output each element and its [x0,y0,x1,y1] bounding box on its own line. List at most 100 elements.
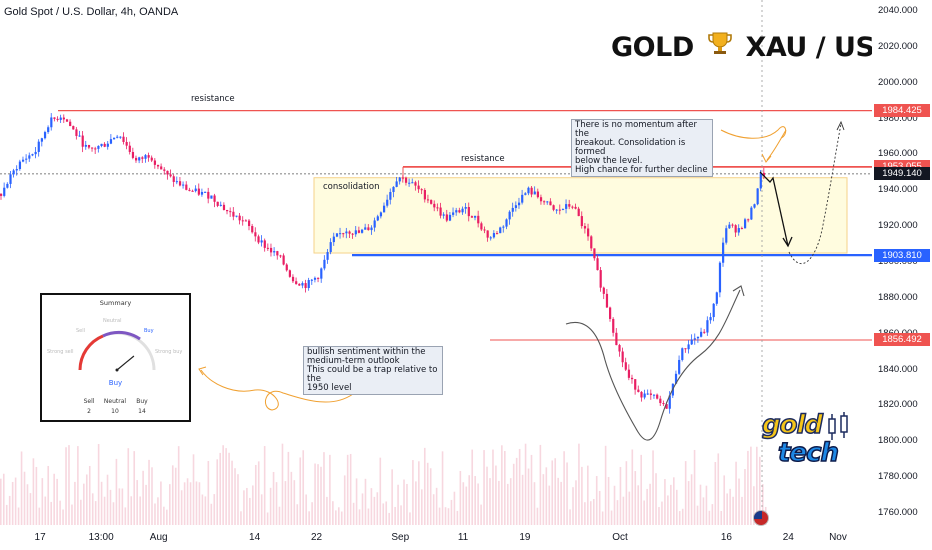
trophy-icon [707,30,733,63]
price-axis[interactable] [872,0,932,550]
volume-bar [489,478,491,525]
volume-bar [465,486,468,525]
x-tick-label: 14 [249,532,261,543]
candle-body [122,136,125,142]
candle-body [339,233,342,235]
candle-body [486,230,489,238]
candle-body [47,127,50,133]
candle-body [266,247,270,249]
volume-bar [418,461,420,525]
candle-body [335,233,339,237]
candle-body [213,195,216,202]
volume-bar [750,446,752,525]
candle-body [552,205,555,210]
candle-body [530,187,533,195]
candle-body [320,268,323,279]
candle-body [276,251,279,256]
candle-body [97,145,100,149]
candle-body [9,174,12,184]
candle-body [725,228,728,243]
logo-line1: gold [761,409,824,441]
candle-body [728,224,731,229]
us-flag-icon[interactable] [753,510,769,526]
volume-bar [444,507,447,525]
candle-body [0,193,3,196]
candle-body [367,227,370,231]
volume-bar [423,447,426,525]
candle-body [65,119,69,122]
candle-body [624,362,627,370]
volume-bar [0,478,2,525]
volume-bar [569,509,571,525]
candle-body [759,172,762,189]
volume-bar [756,446,758,525]
volume-bar [210,503,213,525]
candle-body [50,117,53,128]
volume-bar [545,467,548,525]
volume-bar [575,480,577,525]
summary-count-neutral: Neutral 10 [100,397,130,417]
candle-body [216,201,219,206]
note-mid-line: medium-term outlook [307,356,400,366]
note-top-line: High chance for further decline [575,165,708,175]
volume-bar [643,500,645,525]
candle-body [533,191,536,195]
candle-body [599,270,602,288]
volume-bar [44,496,47,525]
dotted-arrow-head [836,120,845,131]
candle-body [169,174,172,177]
volume-bar [471,449,474,525]
volume-bar [412,460,414,525]
volume-bar [726,493,728,525]
candle-body [659,398,662,404]
candle-body [263,240,266,248]
volume-bar [71,504,73,525]
candle-body [204,191,207,193]
volume-bar [207,460,210,525]
candle-body [207,191,210,199]
candle-body [696,336,700,339]
volume-bar [504,450,506,525]
candle-body [298,283,301,286]
volume-bar [154,503,156,525]
candle-body [646,393,649,395]
volume-bar [572,487,574,525]
candle-body [313,277,317,280]
candle-body [103,143,106,147]
candle-body [382,205,386,213]
candle-body [706,320,709,333]
volume-bar [145,484,147,525]
logo-line2: tech [777,437,839,469]
candle-body [596,258,599,271]
y-tick-label: 1940.000 [878,184,918,196]
candle-body [448,214,452,221]
swirl-arrow-head [198,366,207,376]
candle-body [539,197,543,202]
candle-body [291,276,295,282]
candle-body [222,204,226,210]
volume-bar [732,496,734,525]
candle-body [144,155,147,159]
candle-body [326,252,329,260]
candle-body [574,206,577,209]
candle-body [420,189,423,191]
candle-body [257,236,260,243]
volume-bar [403,479,405,525]
candle-body [477,215,480,224]
volume-bar [323,452,325,525]
volume-bar [139,496,141,525]
y-tick-label: 1860.000 [878,328,918,339]
volume-bar [85,474,88,525]
candle-body [141,157,144,159]
volume-bar [228,452,230,525]
candle-body [521,194,524,203]
volume-bar [542,474,545,525]
volume-bar [435,487,438,525]
volume-bar [379,457,382,525]
x-tick-label: 17 [34,532,46,543]
volume-bar [337,507,340,525]
candle-body [389,192,392,200]
volume-bar [35,466,38,525]
candle-body [430,200,433,204]
candle-body [722,242,725,263]
